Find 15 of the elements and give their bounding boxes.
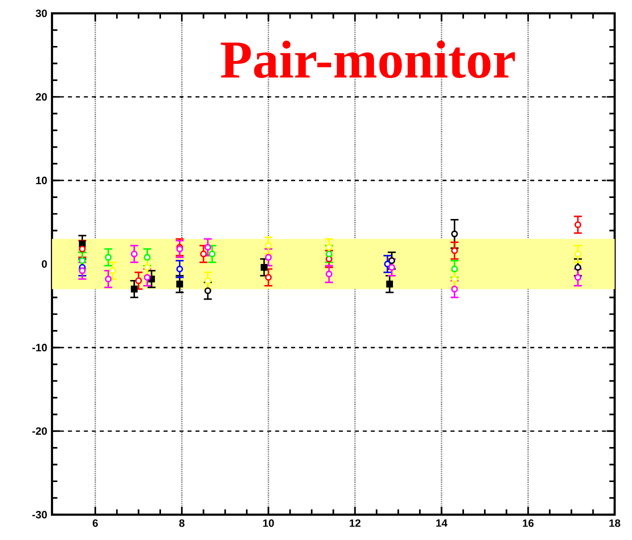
y-tick-label: 10 xyxy=(36,176,47,184)
x-tick-label: 8 xyxy=(179,519,184,527)
y-tick-label: -30 xyxy=(32,510,47,518)
x-tick-label: 10 xyxy=(263,519,274,527)
x-tick-label: 16 xyxy=(522,519,534,527)
y-tick-label: 20 xyxy=(36,93,47,101)
y-tick-label: 30 xyxy=(36,10,47,18)
x-tick-label: 18 xyxy=(609,519,620,527)
chart-title: Pair-monitor xyxy=(220,40,515,78)
y-tick-label: 0 xyxy=(42,260,47,268)
x-tick-label: 6 xyxy=(92,519,98,527)
x-tick-label: 12 xyxy=(350,519,360,527)
y-tick-label: -10 xyxy=(32,344,47,352)
y-tick-label: -20 xyxy=(32,427,47,435)
x-tick-label: 14 xyxy=(436,519,448,527)
